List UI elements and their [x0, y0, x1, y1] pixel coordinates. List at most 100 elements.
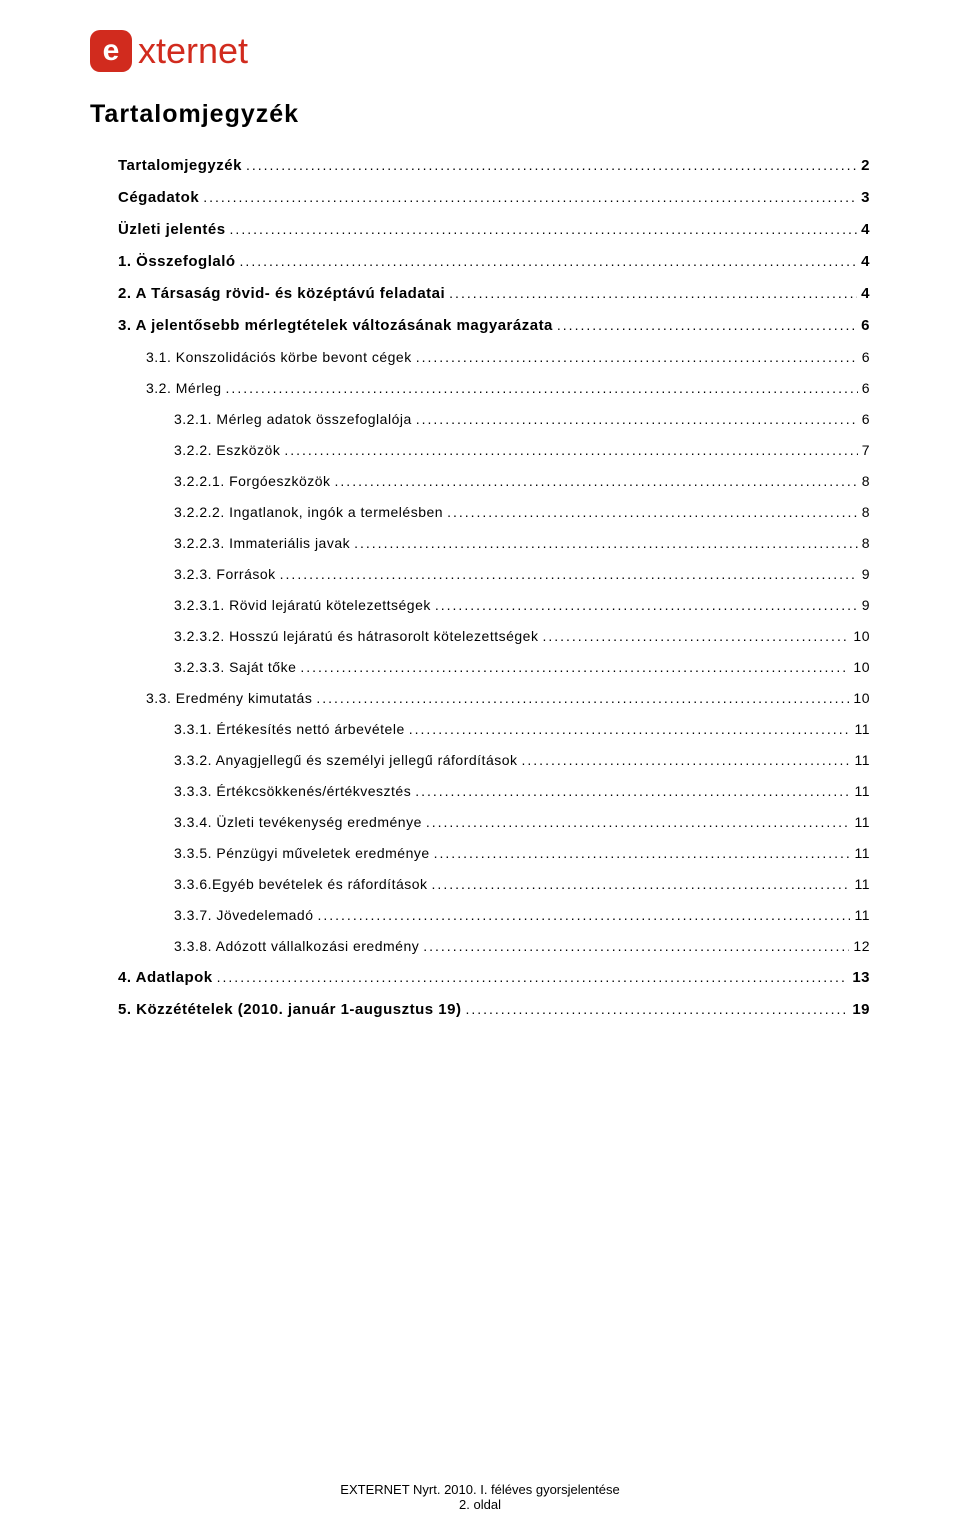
toc-label: 3.3.7. Jövedelemadó — [174, 907, 313, 923]
toc-page: 11 — [854, 845, 870, 861]
page-title: Tartalomjegyzék — [90, 100, 870, 129]
toc-label: 3.3.6.Egyéb bevételek és ráfordítások — [174, 876, 428, 892]
toc-leader — [246, 157, 857, 173]
toc-leader — [435, 597, 858, 613]
footer-line-1: EXTERNET Nyrt. 2010. I. féléves gyorsjel… — [0, 1482, 960, 1497]
toc-label: 3.3.3. Értékcsökkenés/értékvesztés — [174, 783, 411, 799]
toc-row: 3.3.7. Jövedelemadó 11 — [90, 907, 870, 923]
toc-leader — [354, 535, 858, 551]
toc-page: 9 — [862, 566, 870, 582]
logo-icon: e — [90, 30, 132, 72]
toc-label: 3.3.1. Értékesítés nettó árbevétele — [174, 721, 405, 737]
toc-page: 11 — [854, 907, 870, 923]
toc-row: 4. Adatlapok 13 — [90, 969, 870, 986]
toc-leader — [280, 566, 858, 582]
toc-leader — [415, 783, 850, 799]
toc-leader — [284, 442, 857, 458]
toc-row: Tartalomjegyzék2 — [90, 157, 870, 174]
toc-leader — [447, 504, 858, 520]
toc-label: 3.2.2. Eszközök — [174, 442, 280, 458]
toc-row: 3. A jelentősebb mérlegtételek változásá… — [90, 317, 870, 334]
toc-page: 11 — [854, 721, 870, 737]
toc-page: 11 — [854, 752, 870, 768]
logo-text: xternet — [138, 30, 248, 72]
toc-row: 3.3.8. Adózott vállalkozási eredmény 12 — [90, 938, 870, 954]
toc-label: 4. Adatlapok — [118, 969, 213, 986]
toc-page: 10 — [853, 659, 870, 675]
toc-leader — [335, 473, 858, 489]
toc-page: 8 — [862, 535, 870, 551]
toc-page: 6 — [861, 317, 870, 334]
toc-row: 3.2.2. Eszközök 7 — [90, 442, 870, 458]
toc-leader — [316, 690, 849, 706]
logo-glyph: e — [103, 34, 120, 68]
toc-label: 3.3.2. Anyagjellegű és személyi jellegű … — [174, 752, 518, 768]
toc-leader — [230, 221, 858, 237]
toc-page: 10 — [853, 690, 870, 706]
toc-row: 3.1. Konszolidációs körbe bevont cégek6 — [90, 349, 870, 365]
toc-row: 3.3.4. Üzleti tevékenység eredménye 11 — [90, 814, 870, 830]
toc-label: 3.2.3.1. Rövid lejáratú kötelezettségek — [174, 597, 431, 613]
toc-page: 9 — [862, 597, 870, 613]
toc-row: 3.2.3.3. Saját tőke 10 — [90, 659, 870, 675]
toc-leader — [542, 628, 849, 644]
toc-leader — [416, 411, 858, 427]
toc-label: 5. Közzétételek (2010. január 1-augusztu… — [118, 1001, 461, 1018]
toc-page: 13 — [852, 969, 870, 986]
toc-page: 11 — [854, 876, 870, 892]
toc-leader — [416, 349, 858, 365]
toc-row: 3.3.3. Értékcsökkenés/értékvesztés 11 — [90, 783, 870, 799]
toc-page: 2 — [861, 157, 870, 174]
toc-row: 3.3.1. Értékesítés nettó árbevétele 11 — [90, 721, 870, 737]
toc-row: 3.2.2.2. Ingatlanok, ingók a termelésben… — [90, 504, 870, 520]
toc-leader — [240, 253, 858, 269]
toc-page: 8 — [862, 473, 870, 489]
toc-label: 3.2.2.1. Forgóeszközök — [174, 473, 331, 489]
toc-label: 3.2. Mérleg — [146, 380, 222, 396]
toc-row: 3.3.5. Pénzügyi műveletek eredménye 11 — [90, 845, 870, 861]
footer-line-2: 2. oldal — [0, 1497, 960, 1512]
toc-label: 3.3.4. Üzleti tevékenység eredménye — [174, 814, 422, 830]
toc-label: 3.2.2.3. Immateriális javak — [174, 535, 350, 551]
toc-leader — [465, 1001, 848, 1017]
toc-label: 3.2.3.3. Saját tőke — [174, 659, 296, 675]
toc-leader — [217, 969, 849, 985]
toc-label: Üzleti jelentés — [118, 221, 226, 238]
toc-label: 2. A Társaság rövid- és középtávú felada… — [118, 285, 445, 302]
toc-row: 3.3.2. Anyagjellegű és személyi jellegű … — [90, 752, 870, 768]
toc-page: 8 — [862, 504, 870, 520]
toc-page: 12 — [853, 938, 870, 954]
toc-label: 1. Összefoglaló — [118, 253, 236, 270]
toc-row: Üzleti jelentés4 — [90, 221, 870, 238]
toc-row: 3.2.2.3. Immateriális javak 8 — [90, 535, 870, 551]
toc-label: 3. A jelentősebb mérlegtételek változásá… — [118, 317, 553, 334]
toc-row: 3.3. Eredmény kimutatás 10 — [90, 690, 870, 706]
toc-page: 4 — [861, 253, 870, 270]
toc-page: 11 — [854, 814, 870, 830]
toc-label: 3.2.3.2. Hosszú lejáratú és hátrasorolt … — [174, 628, 538, 644]
toc-row: 1. Összefoglaló 4 — [90, 253, 870, 270]
toc-page: 7 — [862, 442, 870, 458]
toc-leader — [557, 317, 857, 333]
toc-leader — [426, 814, 851, 830]
toc-leader — [522, 752, 851, 768]
toc-row: 3.2.1. Mérleg adatok összefoglalója6 — [90, 411, 870, 427]
toc-leader — [432, 876, 851, 892]
toc-label: 3.3.5. Pénzügyi műveletek eredménye — [174, 845, 430, 861]
toc-label: 3.3.8. Adózott vállalkozási eredmény — [174, 938, 419, 954]
toc-label: 3.2.1. Mérleg adatok összefoglalója — [174, 411, 412, 427]
toc-leader — [300, 659, 849, 675]
toc-label: 3.3. Eredmény kimutatás — [146, 690, 312, 706]
page-footer: EXTERNET Nyrt. 2010. I. féléves gyorsjel… — [0, 1482, 960, 1512]
toc-page: 11 — [854, 783, 870, 799]
brand-logo: e xternet — [90, 30, 870, 72]
toc-leader — [226, 380, 858, 396]
toc-row: 3.3.6.Egyéb bevételek és ráfordítások 11 — [90, 876, 870, 892]
toc-row: 2. A Társaság rövid- és középtávú felada… — [90, 285, 870, 302]
toc-row: 3.2. Mérleg6 — [90, 380, 870, 396]
toc-label: Cégadatok — [118, 189, 199, 206]
toc-row: 3.2.2.1. Forgóeszközök 8 — [90, 473, 870, 489]
toc-row: 3.2.3.2. Hosszú lejáratú és hátrasorolt … — [90, 628, 870, 644]
toc-leader — [409, 721, 851, 737]
toc-row: Cégadatok3 — [90, 189, 870, 206]
